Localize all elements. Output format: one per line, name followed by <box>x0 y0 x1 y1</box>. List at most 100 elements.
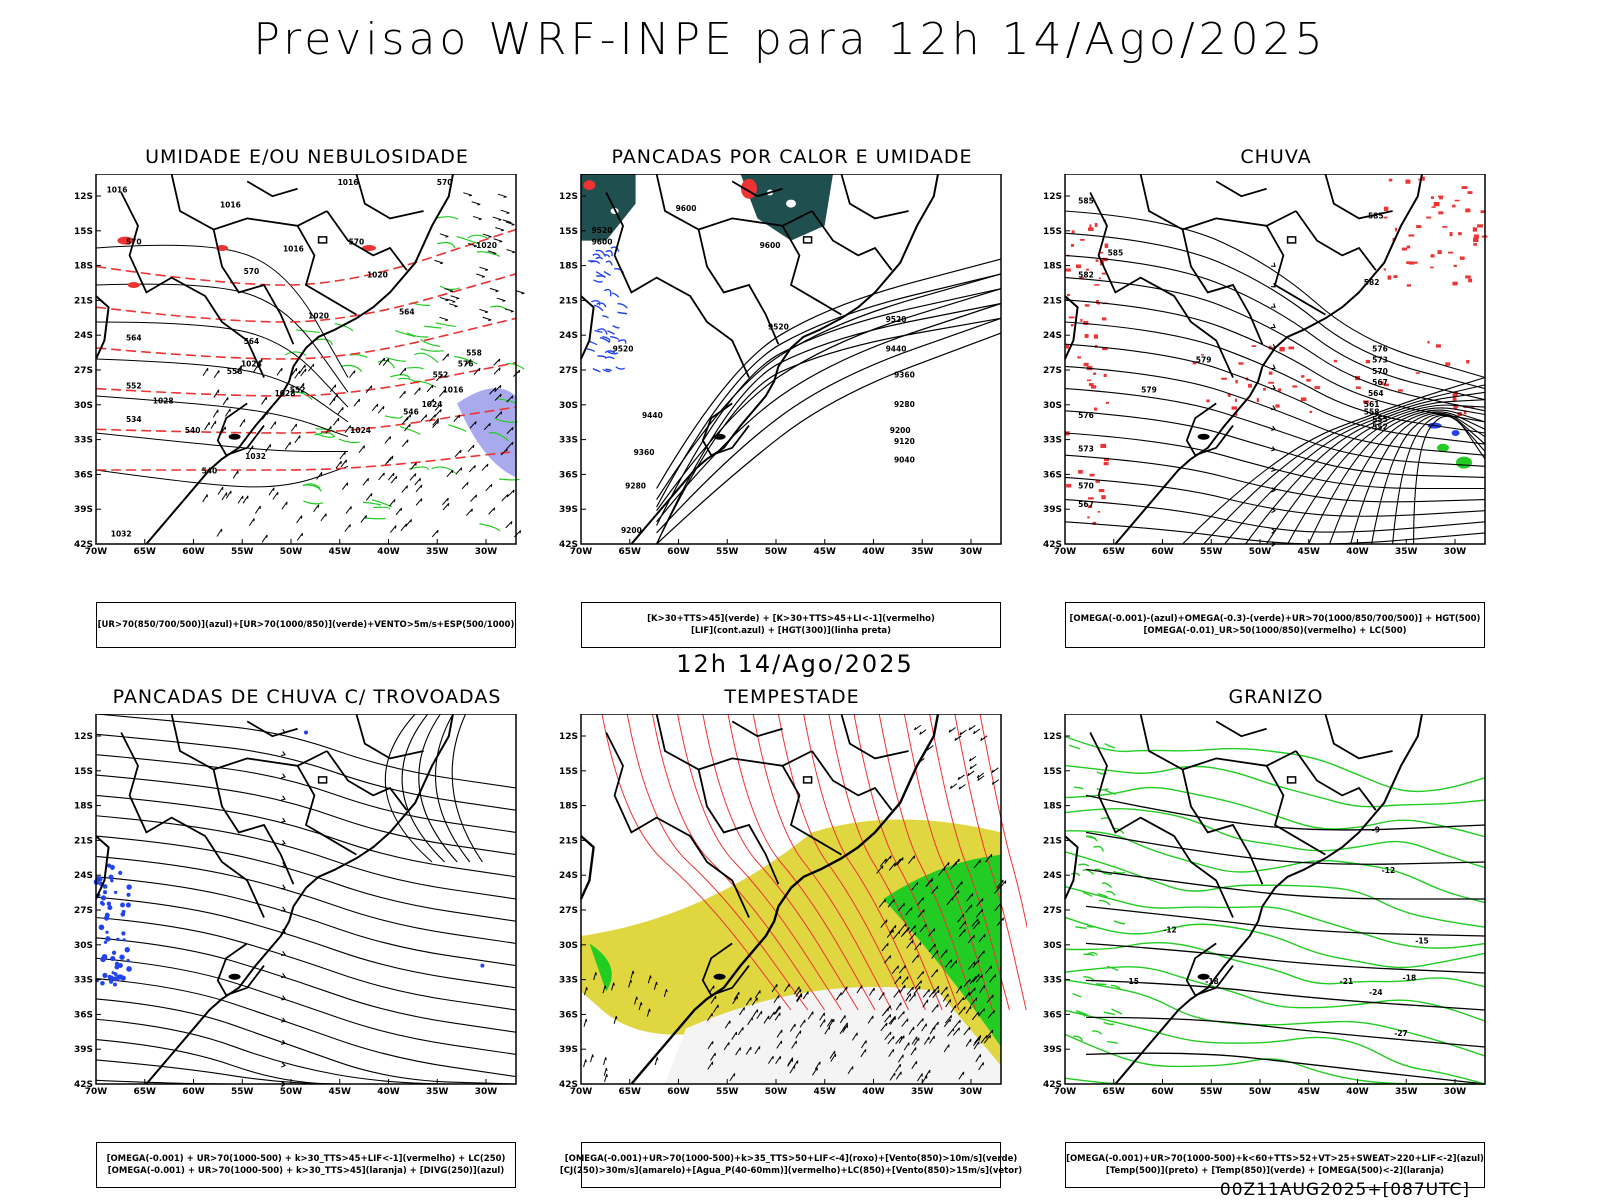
wind-arrow <box>901 1018 909 1027</box>
wind-arrow <box>472 215 482 221</box>
coast-chile <box>95 295 110 360</box>
wind-arrow <box>978 933 986 943</box>
wind-arrow <box>429 414 436 422</box>
streamline-arrowhead <box>1271 487 1276 493</box>
streamline <box>1064 432 1485 490</box>
wind-arrow <box>980 735 988 741</box>
wind-arrow <box>952 1027 960 1036</box>
wind-arrow <box>493 367 501 375</box>
rain-cell <box>1398 389 1403 392</box>
wind-arrow <box>893 930 901 940</box>
wind-arrow <box>747 1016 753 1026</box>
contour-label: 576 <box>458 359 474 368</box>
contour-label: 570 <box>1372 367 1388 376</box>
rain-cell <box>1439 196 1443 200</box>
streamline <box>95 1018 516 1085</box>
hgt500-contours-line <box>1182 376 1486 545</box>
wind-arrow <box>923 1036 930 1045</box>
thickness-contours-line <box>95 228 517 286</box>
border-line <box>655 714 813 771</box>
legend-line: [OMEGA(-0.001)-(azul)+OMEGA(-0.3)-(verde… <box>1069 614 1481 624</box>
lake <box>1197 973 1210 980</box>
divg-dot <box>114 890 118 894</box>
wind-arrow <box>802 991 809 1000</box>
contour-label: 552 <box>290 385 306 394</box>
lon-tick-label: 55W <box>716 547 739 557</box>
red-streamline <box>853 714 960 1011</box>
wind-arrow <box>830 1053 837 1062</box>
contour-label: 564 <box>244 337 260 346</box>
contour-label: 9520 <box>768 322 789 331</box>
rain-cell <box>1201 353 1204 356</box>
contour-label: 1016 <box>283 245 304 254</box>
wind-arrow <box>427 398 435 407</box>
wind-arrow <box>972 959 980 968</box>
lif-contour <box>607 351 619 355</box>
wind-arrow <box>583 1059 587 1068</box>
wind-arrow <box>647 975 652 984</box>
rain-cell <box>1466 359 1470 364</box>
green-contour <box>390 374 411 379</box>
red-streamline <box>777 714 910 1011</box>
green-contour <box>1110 984 1123 991</box>
border-line <box>212 769 295 885</box>
lat-tick-label: 36S <box>1043 470 1062 480</box>
lon-tick-label: 55W <box>716 1087 739 1097</box>
map-frame <box>580 714 1002 1085</box>
green-contour <box>372 499 393 508</box>
rain-cell <box>1445 362 1451 366</box>
lon-tick-label: 65W <box>1103 547 1126 557</box>
rain-cell <box>1463 410 1467 415</box>
wind-arrow <box>889 924 897 934</box>
wind-arrow <box>438 389 446 397</box>
wind-arrow <box>932 985 940 995</box>
rain-cell <box>1079 277 1085 280</box>
lat-tick-label: 24S <box>559 871 578 881</box>
lat-tick-label: 27S <box>559 906 578 916</box>
wind-arrow <box>860 1048 867 1058</box>
divg-dot <box>124 948 129 953</box>
divg-dot <box>111 950 117 955</box>
wind-arrow <box>751 997 758 1006</box>
rain-cell <box>1461 186 1468 189</box>
wind-arrow <box>414 387 421 395</box>
lat-tick-label: 15S <box>1043 767 1062 777</box>
lat-tick-label: 24S <box>74 871 93 881</box>
wind-arrow <box>300 368 307 377</box>
wind-arrow <box>415 484 423 493</box>
wind-arrow <box>929 1026 936 1035</box>
temp500-contours-line <box>1085 979 1486 1011</box>
lat-tick-label: 33S <box>1043 976 1062 986</box>
lat-tick-label: 15S <box>559 767 578 777</box>
lat-tick-label: 18S <box>1043 802 1062 812</box>
lat-tick-label: 27S <box>74 366 93 376</box>
rain-cell <box>1309 410 1313 413</box>
wind-arrow <box>965 904 973 913</box>
wind-arrow <box>382 358 390 367</box>
green-contour <box>1078 863 1090 867</box>
wind-arrow <box>940 949 948 958</box>
contour-label: 552 <box>1372 422 1388 431</box>
lif-contour <box>597 355 607 359</box>
wind-arrow <box>898 1035 905 1044</box>
green-contour <box>1064 979 1486 1057</box>
red-spots-blob <box>127 282 140 288</box>
wind-arrow <box>589 1054 594 1063</box>
contour-label: 9520 <box>592 226 613 235</box>
border-line <box>1139 714 1297 771</box>
streamline <box>95 1039 516 1085</box>
wind-arrow <box>455 467 463 475</box>
lat-tick-label: 18S <box>74 262 93 272</box>
streamline-arrowhead <box>280 950 286 957</box>
wind-arrow <box>217 486 224 495</box>
rain-cell <box>1093 372 1097 375</box>
wind-arrow <box>239 418 246 428</box>
wind-vectors <box>707 983 985 1084</box>
rain-cell <box>1091 385 1097 389</box>
wind-arrow <box>796 993 802 1002</box>
border-line <box>1185 402 1234 457</box>
rain-cell <box>1068 316 1075 319</box>
border-line <box>212 229 295 345</box>
lat-tick-label: 18S <box>1043 262 1062 272</box>
hgt300-contours-line <box>656 332 1002 545</box>
